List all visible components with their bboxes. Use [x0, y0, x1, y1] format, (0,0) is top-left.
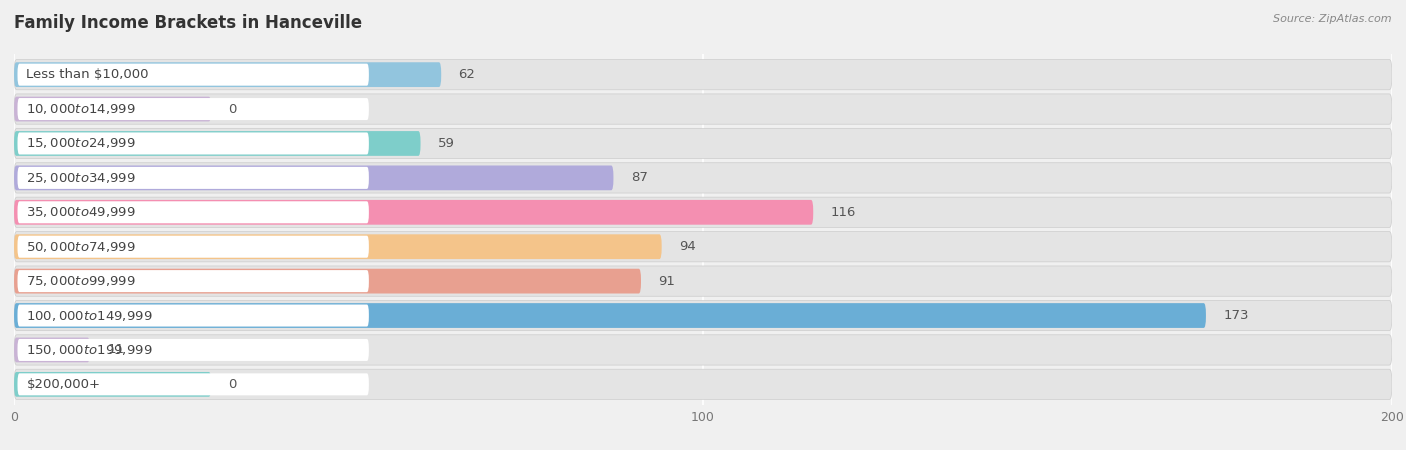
Text: $10,000 to $14,999: $10,000 to $14,999 [27, 102, 136, 116]
Text: 94: 94 [679, 240, 696, 253]
FancyBboxPatch shape [14, 163, 1392, 193]
FancyBboxPatch shape [14, 166, 613, 190]
Text: $100,000 to $149,999: $100,000 to $149,999 [27, 309, 153, 323]
FancyBboxPatch shape [14, 62, 441, 87]
FancyBboxPatch shape [14, 369, 1392, 400]
Text: 11: 11 [107, 343, 124, 356]
FancyBboxPatch shape [17, 270, 368, 292]
FancyBboxPatch shape [14, 59, 1392, 90]
Text: $75,000 to $99,999: $75,000 to $99,999 [27, 274, 136, 288]
FancyBboxPatch shape [17, 374, 368, 396]
Text: 0: 0 [228, 103, 236, 116]
FancyBboxPatch shape [14, 232, 1392, 262]
FancyBboxPatch shape [14, 301, 1392, 331]
Text: 91: 91 [658, 274, 675, 288]
Text: 87: 87 [631, 171, 648, 184]
FancyBboxPatch shape [14, 234, 662, 259]
FancyBboxPatch shape [17, 63, 368, 86]
FancyBboxPatch shape [17, 236, 368, 258]
Text: 59: 59 [437, 137, 454, 150]
FancyBboxPatch shape [14, 97, 211, 122]
FancyBboxPatch shape [14, 303, 1206, 328]
Text: 0: 0 [228, 378, 236, 391]
FancyBboxPatch shape [17, 339, 368, 361]
Text: $25,000 to $34,999: $25,000 to $34,999 [27, 171, 136, 185]
Text: $35,000 to $49,999: $35,000 to $49,999 [27, 205, 136, 219]
FancyBboxPatch shape [14, 200, 813, 225]
FancyBboxPatch shape [14, 128, 1392, 158]
Text: $15,000 to $24,999: $15,000 to $24,999 [27, 136, 136, 150]
Text: 173: 173 [1223, 309, 1249, 322]
FancyBboxPatch shape [14, 372, 211, 397]
FancyBboxPatch shape [14, 266, 1392, 296]
Text: Less than $10,000: Less than $10,000 [27, 68, 149, 81]
FancyBboxPatch shape [17, 167, 368, 189]
Text: Family Income Brackets in Hanceville: Family Income Brackets in Hanceville [14, 14, 363, 32]
Text: $150,000 to $199,999: $150,000 to $199,999 [27, 343, 153, 357]
FancyBboxPatch shape [17, 201, 368, 223]
FancyBboxPatch shape [14, 197, 1392, 227]
FancyBboxPatch shape [14, 338, 90, 362]
Text: Source: ZipAtlas.com: Source: ZipAtlas.com [1274, 14, 1392, 23]
FancyBboxPatch shape [17, 305, 368, 327]
FancyBboxPatch shape [17, 98, 368, 120]
Text: $50,000 to $74,999: $50,000 to $74,999 [27, 240, 136, 254]
Text: $200,000+: $200,000+ [27, 378, 100, 391]
Text: 116: 116 [831, 206, 856, 219]
FancyBboxPatch shape [14, 269, 641, 293]
FancyBboxPatch shape [14, 94, 1392, 124]
FancyBboxPatch shape [14, 335, 1392, 365]
FancyBboxPatch shape [14, 131, 420, 156]
FancyBboxPatch shape [17, 132, 368, 154]
Text: 62: 62 [458, 68, 475, 81]
